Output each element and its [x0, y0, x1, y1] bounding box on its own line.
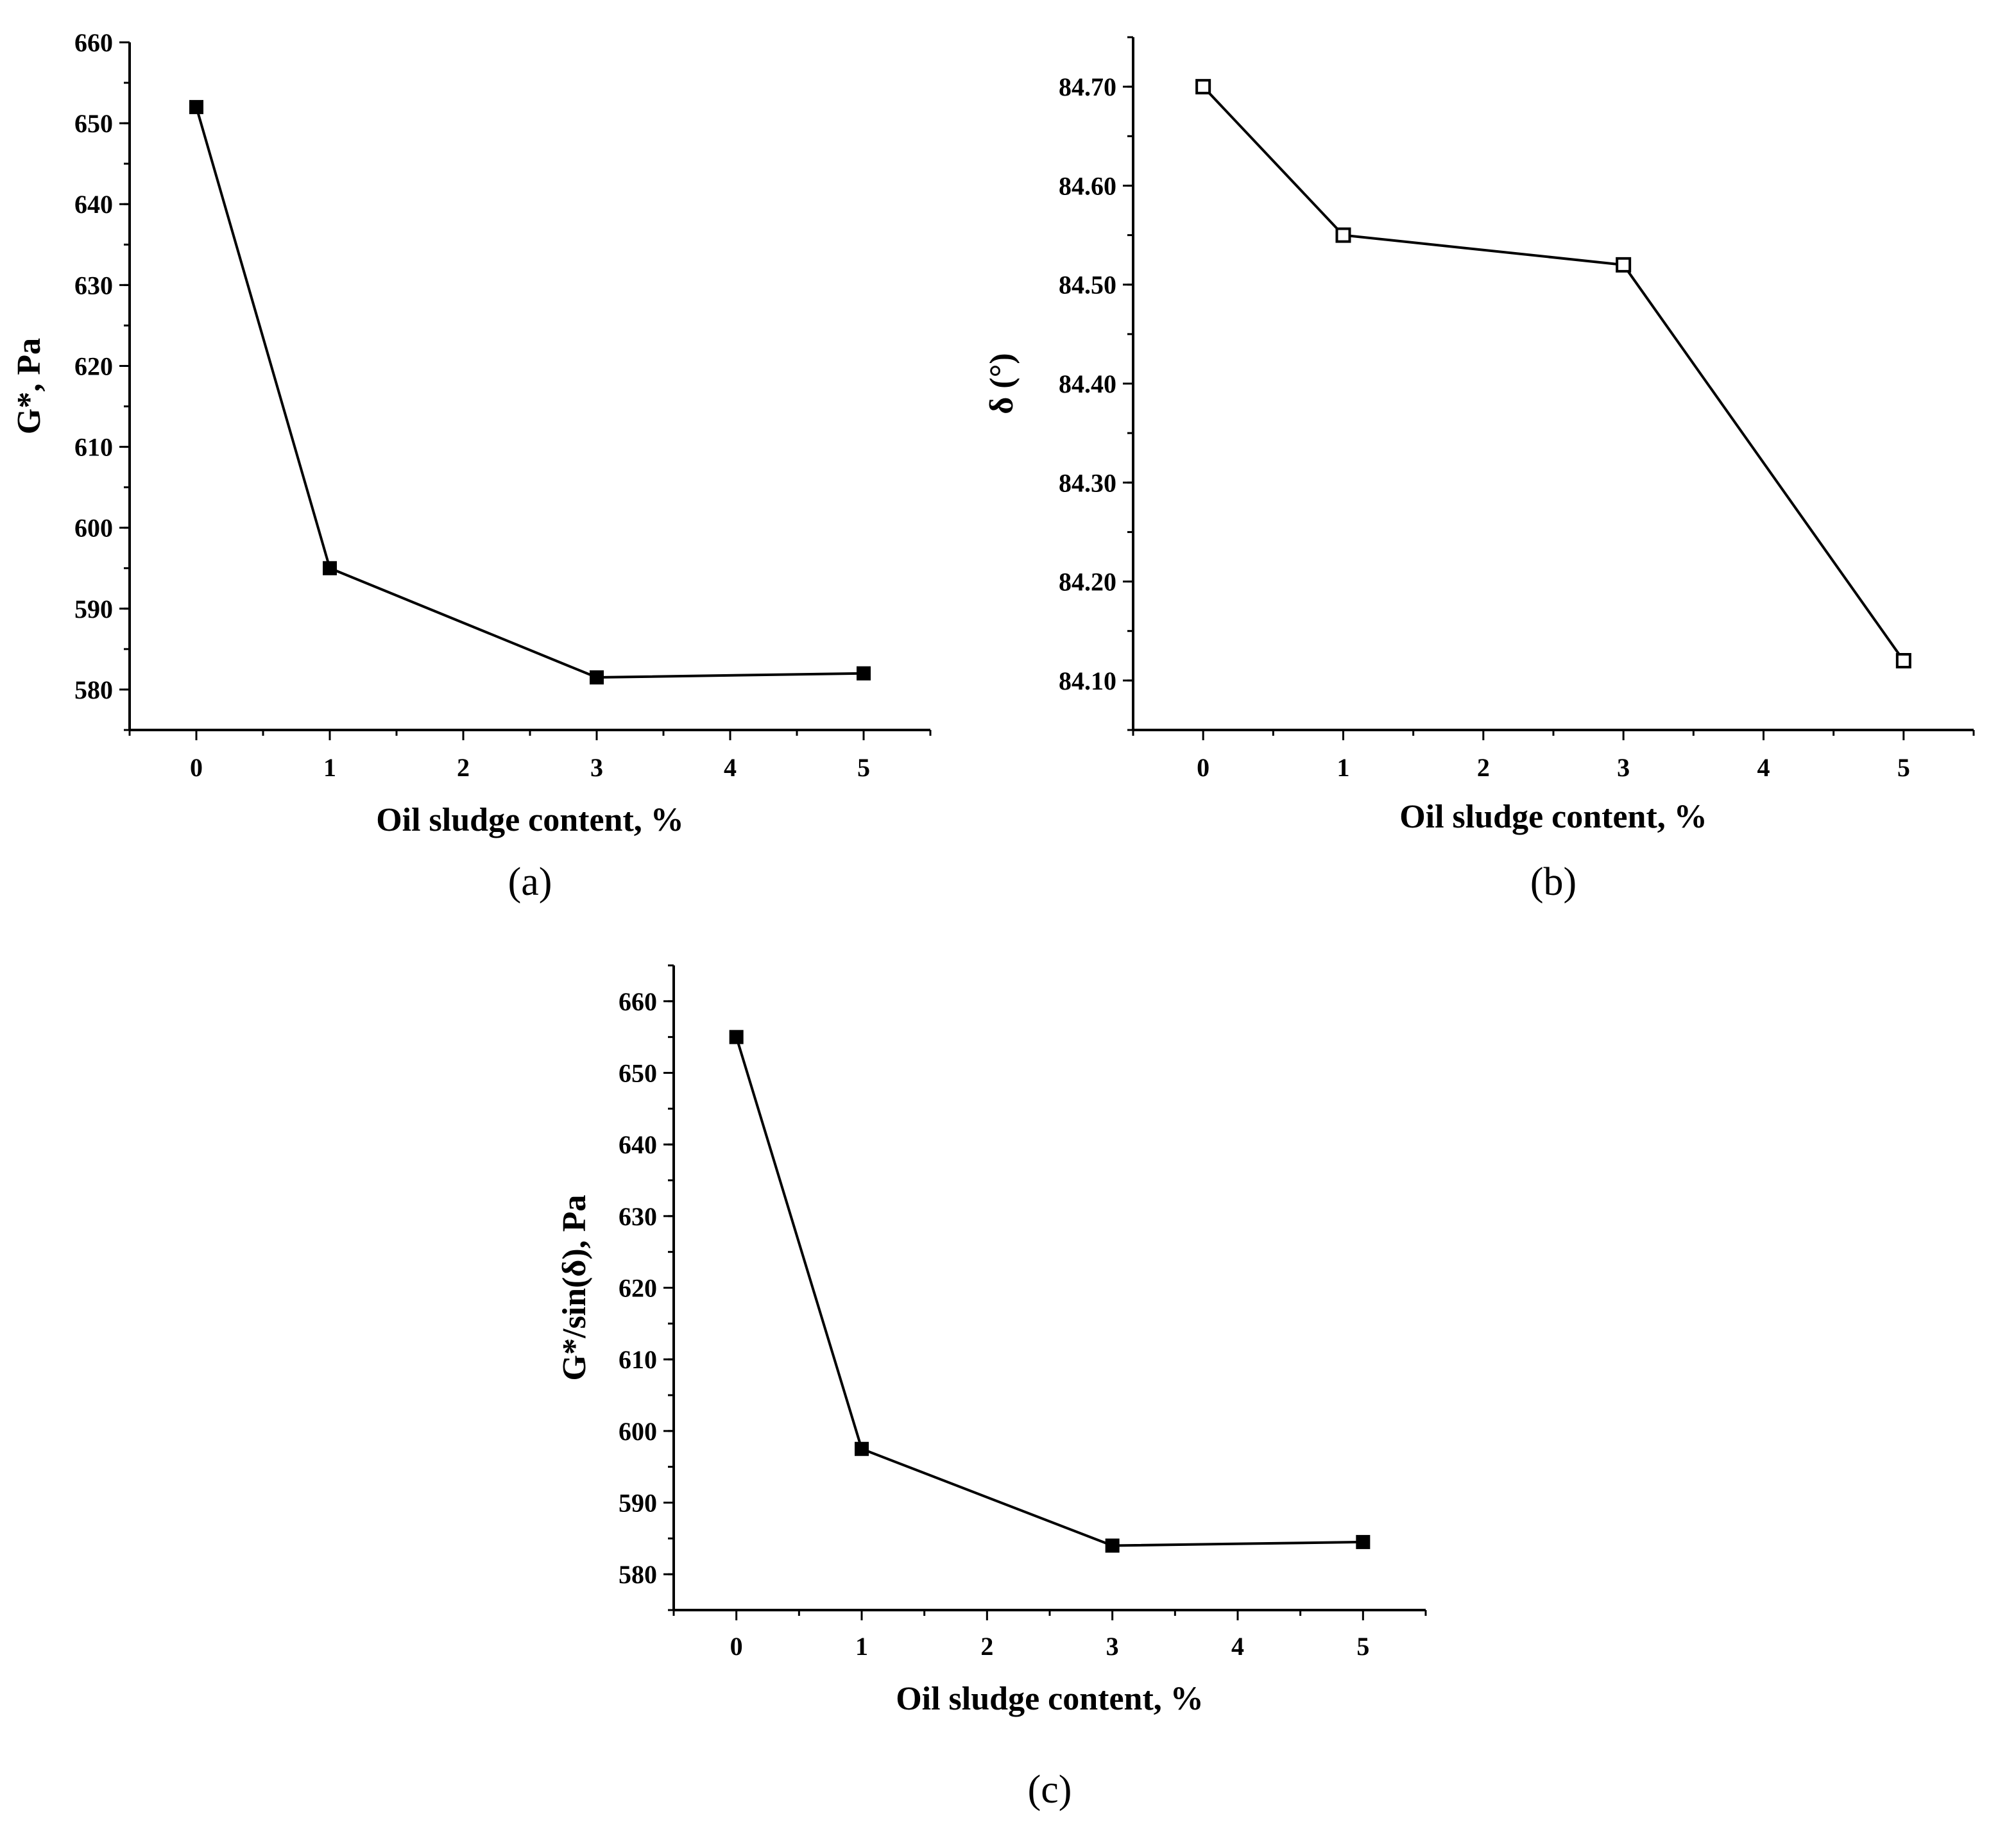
x-tick-label: 3 — [590, 753, 603, 782]
chart-panel-a: 0 1 2 3 4 5 580 590 600 610 620 630 640 650 660 Oil slu… — [11, 28, 932, 904]
y-axis-title: G*, Pa — [11, 338, 47, 434]
y-tick-label: 660 — [619, 987, 657, 1016]
data-point-marker — [1616, 257, 1632, 273]
series-line — [735, 1037, 1363, 1547]
data-point-marker — [729, 1030, 744, 1044]
x-tick-label: 1 — [1337, 753, 1350, 782]
x-tick-label: 4 — [1757, 753, 1770, 782]
y-tick-label: 610 — [74, 433, 113, 462]
x-tick-label: 1 — [323, 753, 336, 782]
y-tick-label: 620 — [74, 352, 113, 380]
data-point-marker — [857, 666, 871, 681]
y-tick-label: 84.70 — [1059, 72, 1116, 101]
x-axis-title: Oil sludge content, % — [1399, 799, 1707, 835]
y-tick-label: 84.30 — [1059, 468, 1116, 497]
y-tick-label: 580 — [619, 1560, 657, 1589]
y-tick-label: 620 — [619, 1274, 657, 1303]
x-tick-label: 5 — [1897, 753, 1910, 782]
x-tick-label: 3 — [1617, 753, 1630, 782]
x-axis-title: Oil sludge content, % — [376, 802, 684, 838]
y-tick-label: 630 — [619, 1202, 657, 1231]
x-tick-label: 5 — [857, 753, 870, 782]
y-tick-label: 660 — [74, 28, 113, 57]
data-point-marker — [1105, 1538, 1120, 1553]
x-tick-label: 2 — [980, 1632, 993, 1661]
data-point-marker — [1356, 1534, 1371, 1549]
x-tick-label: 3 — [1106, 1632, 1119, 1661]
y-tick-label: 84.60 — [1059, 171, 1116, 200]
y-tick-label: 84.50 — [1059, 271, 1116, 300]
data-point-marker — [1895, 653, 1911, 668]
x-tick-label: 0 — [730, 1632, 743, 1661]
y-tick-label: 590 — [74, 595, 113, 624]
x-tick-label: 5 — [1356, 1632, 1369, 1661]
y-tick-label: 650 — [74, 109, 113, 138]
y-tick-label: 600 — [619, 1417, 657, 1446]
data-point-marker — [1195, 79, 1211, 95]
x-tick-label: 4 — [1231, 1632, 1244, 1661]
x-tick-label: 0 — [190, 753, 203, 782]
panel-label: (a) — [508, 860, 552, 904]
y-tick-label: 610 — [619, 1345, 657, 1374]
x-axis-title: Oil sludge content, % — [896, 1681, 1204, 1717]
x-tick-label: 2 — [457, 753, 470, 782]
y-tick-label: 640 — [619, 1130, 657, 1159]
y-tick-label: 630 — [74, 271, 113, 300]
y-tick-label: 600 — [74, 514, 113, 543]
data-point-marker — [1335, 227, 1351, 243]
x-tick-label: 1 — [855, 1632, 868, 1661]
data-point-marker — [323, 561, 337, 575]
x-tick-label: 2 — [1477, 753, 1490, 782]
y-tick-label: 84.40 — [1059, 369, 1116, 398]
y-tick-label: 640 — [74, 190, 113, 219]
chart-panel-b: 0 1 2 3 4 5 84.10 84.20 84.30 84.40 84.50 84.60 84.7… — [984, 36, 1975, 904]
y-tick-label: 84.10 — [1059, 666, 1116, 695]
x-tick-label: 0 — [1197, 753, 1209, 782]
y-tick-label: 590 — [619, 1489, 657, 1518]
series-line — [1202, 85, 1905, 662]
y-axis-title: δ (°) — [984, 353, 1020, 414]
panel-label: (c) — [1028, 1768, 1072, 1811]
x-tick-label: 4 — [724, 753, 737, 782]
y-tick-label: 580 — [74, 675, 113, 704]
panel-label: (b) — [1530, 860, 1576, 904]
chart-panel-c: 0 1 2 3 4 5 580 590 600 610 620 630 640 650 660 Oil slu… — [556, 964, 1427, 1811]
data-point-marker — [855, 1441, 869, 1456]
data-point-marker — [590, 670, 604, 685]
series-line — [195, 106, 864, 679]
y-tick-label: 84.20 — [1059, 568, 1116, 597]
y-axis-title: G*/sin(δ), Pa — [556, 1195, 593, 1381]
data-point-marker — [189, 99, 203, 114]
y-tick-label: 650 — [619, 1059, 657, 1088]
